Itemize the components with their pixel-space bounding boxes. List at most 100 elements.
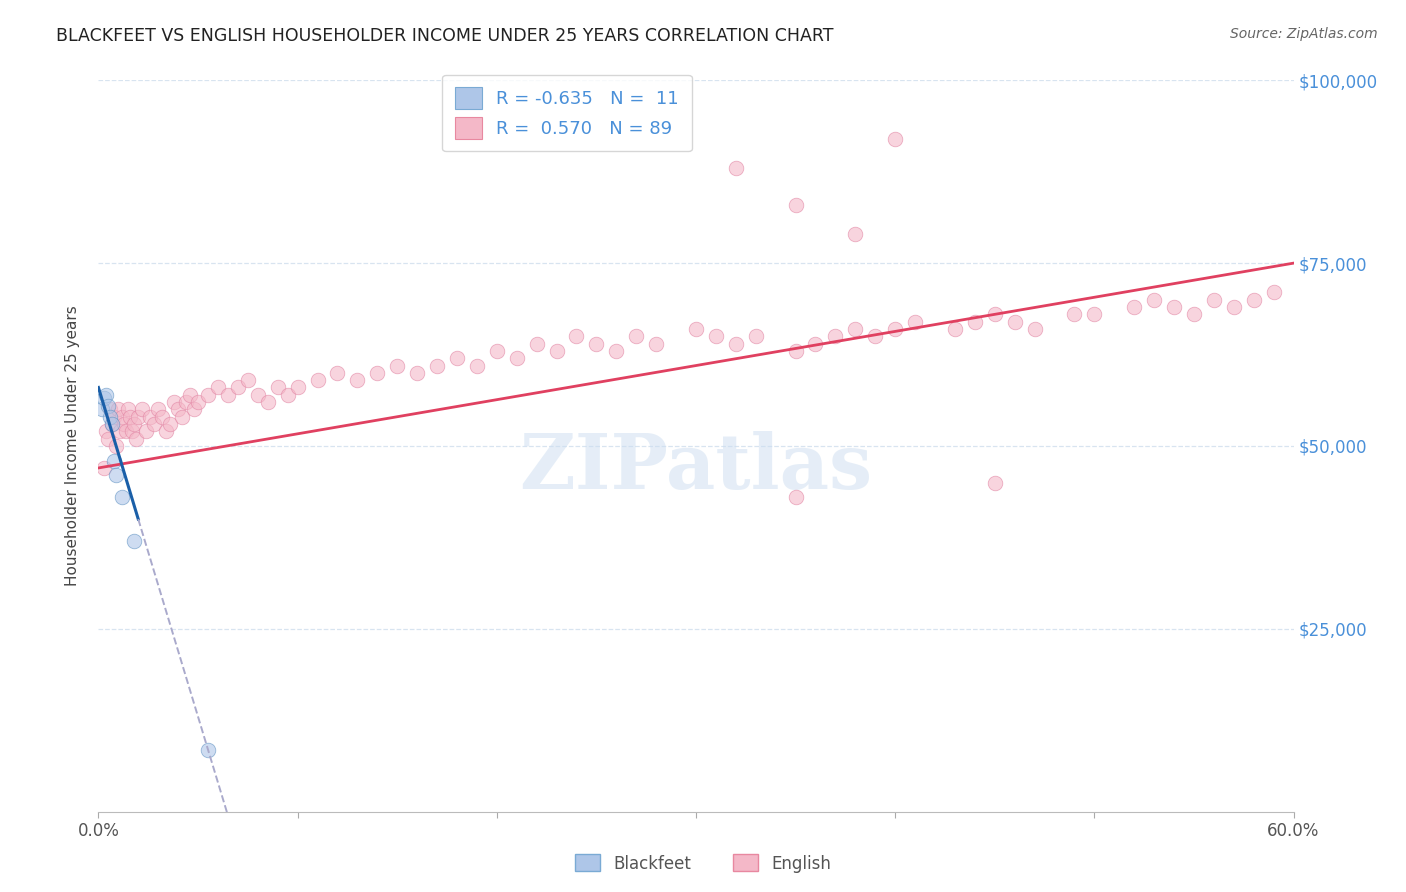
Point <box>267 380 290 394</box>
Point <box>97 399 120 413</box>
Point <box>246 388 269 402</box>
Point <box>585 336 607 351</box>
Point <box>745 329 768 343</box>
Point <box>626 329 648 343</box>
Point <box>824 329 846 343</box>
Point <box>167 402 190 417</box>
Point <box>174 395 197 409</box>
Point <box>1223 300 1246 314</box>
Point <box>117 402 139 417</box>
Point <box>465 359 488 373</box>
Point <box>107 402 129 417</box>
Point <box>724 161 747 175</box>
Point <box>704 329 727 343</box>
Point <box>685 322 707 336</box>
Point <box>96 388 118 402</box>
Point <box>385 359 409 373</box>
Point <box>1143 293 1166 307</box>
Point <box>93 392 115 406</box>
Point <box>236 373 259 387</box>
Point <box>426 359 449 373</box>
Point <box>110 425 132 439</box>
Point <box>163 395 186 409</box>
Point <box>121 425 143 439</box>
Point <box>115 425 138 439</box>
Point <box>96 425 118 439</box>
Point <box>984 475 1007 490</box>
Point <box>148 402 170 417</box>
Point <box>605 343 627 358</box>
Point <box>485 343 508 358</box>
Point <box>197 388 219 402</box>
Point <box>120 409 142 424</box>
Point <box>446 351 468 366</box>
Point <box>724 336 747 351</box>
Point <box>183 402 205 417</box>
Point <box>1263 285 1285 300</box>
Legend: Blackfeet, English: Blackfeet, English <box>568 847 838 880</box>
Point <box>256 395 278 409</box>
Point <box>105 439 128 453</box>
Point <box>277 388 299 402</box>
Text: BLACKFEET VS ENGLISH HOUSEHOLDER INCOME UNDER 25 YEARS CORRELATION CHART: BLACKFEET VS ENGLISH HOUSEHOLDER INCOME … <box>56 27 834 45</box>
Point <box>1182 307 1205 321</box>
Point <box>1063 307 1085 321</box>
Point <box>506 351 529 366</box>
Point <box>155 425 177 439</box>
Point <box>112 417 135 431</box>
Point <box>197 742 219 756</box>
Point <box>307 373 329 387</box>
Point <box>172 409 194 424</box>
Point <box>326 366 349 380</box>
Point <box>103 409 125 424</box>
Point <box>287 380 309 394</box>
Point <box>124 417 146 431</box>
Point <box>1123 300 1146 314</box>
Point <box>526 336 548 351</box>
Point <box>984 307 1007 321</box>
Point <box>1243 293 1265 307</box>
Point <box>1004 315 1026 329</box>
Point <box>785 490 807 504</box>
Point <box>98 409 122 424</box>
Point <box>91 402 114 417</box>
Point <box>546 343 568 358</box>
Point <box>844 322 866 336</box>
Point <box>187 395 209 409</box>
Point <box>963 315 986 329</box>
Point <box>884 132 907 146</box>
Point <box>127 409 149 424</box>
Text: ZIPatlas: ZIPatlas <box>519 431 873 505</box>
Point <box>93 461 115 475</box>
Point <box>217 388 239 402</box>
Point <box>179 388 201 402</box>
Point <box>111 490 134 504</box>
Point <box>865 329 887 343</box>
Point <box>406 366 429 380</box>
Point <box>943 322 966 336</box>
Text: Source: ZipAtlas.com: Source: ZipAtlas.com <box>1230 27 1378 41</box>
Point <box>645 336 668 351</box>
Point <box>111 409 134 424</box>
Point <box>785 197 807 211</box>
Point <box>226 380 249 394</box>
Point <box>139 409 162 424</box>
Point <box>844 227 866 241</box>
Point <box>101 417 124 431</box>
Point <box>904 315 927 329</box>
Point <box>131 402 153 417</box>
Point <box>143 417 166 431</box>
Point <box>103 453 125 467</box>
Point <box>1202 293 1225 307</box>
Point <box>1024 322 1046 336</box>
Point <box>135 425 157 439</box>
Point <box>346 373 368 387</box>
Y-axis label: Householder Income Under 25 years: Householder Income Under 25 years <box>65 306 80 586</box>
Point <box>159 417 181 431</box>
Point <box>884 322 907 336</box>
Point <box>98 402 122 417</box>
Point <box>150 409 173 424</box>
Point <box>125 432 148 446</box>
Point <box>97 432 120 446</box>
Point <box>366 366 388 380</box>
